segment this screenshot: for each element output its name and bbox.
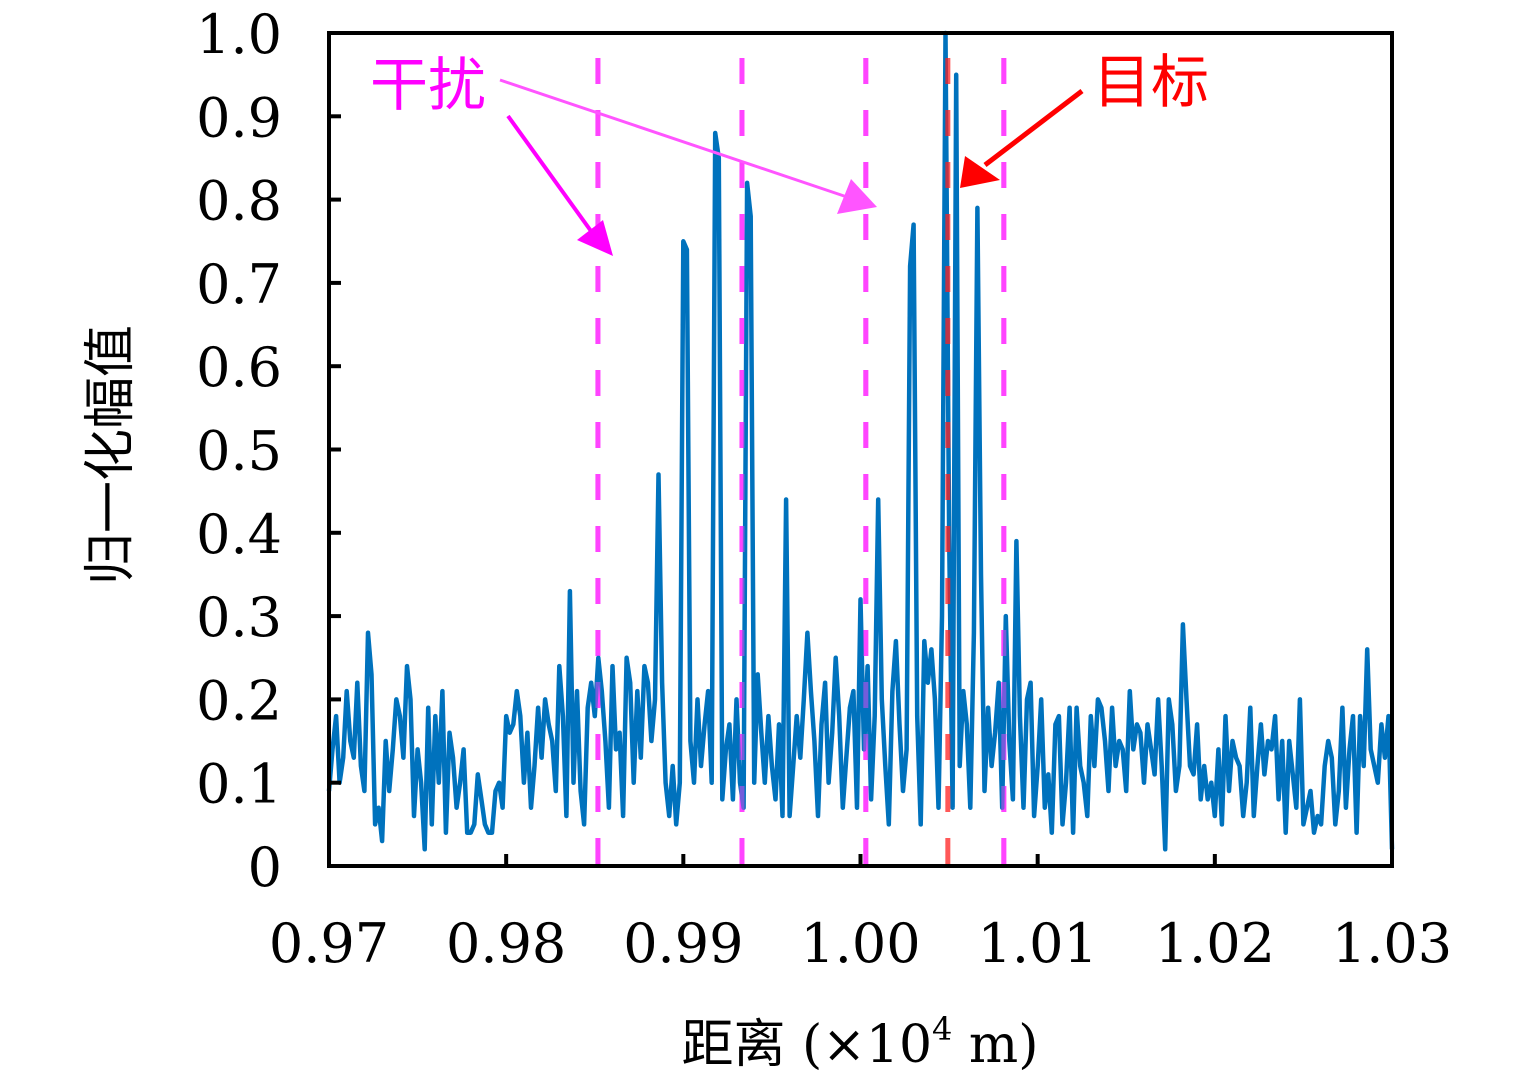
interference-arrow-2-shaft (499, 78, 851, 200)
y-tick-label: 1.0 (196, 3, 282, 66)
x-axis-title-sup: 4 (932, 1010, 952, 1048)
interference-label: 干扰 (370, 51, 486, 119)
y-tick-label: 0 (248, 836, 282, 899)
y-tick-label: 0.7 (196, 253, 282, 316)
y-tick-label: 0.5 (196, 420, 282, 483)
target-label: 目标 (1093, 48, 1209, 116)
y-tick-label: 0.6 (196, 336, 282, 399)
y-tick-label: 0.2 (196, 669, 282, 732)
y-tick-label: 0.9 (196, 86, 282, 149)
x-tick-label: 1.01 (978, 912, 1098, 975)
signal-line (326, 30, 1395, 852)
interference-arrow-2-head (837, 179, 877, 214)
y-tick-label: 0.8 (196, 170, 282, 233)
x-tick-label: 1.03 (1332, 912, 1452, 975)
x-axis-title: 距离 (×104 m) (681, 1010, 1038, 1075)
x-tick-label: 1.02 (1155, 912, 1275, 975)
interference-annotation: 干扰 (370, 51, 877, 256)
target-arrow-shaft (983, 89, 1084, 167)
y-tick-label: 0.3 (196, 586, 282, 649)
x-tick-label: 0.98 (446, 912, 566, 975)
x-tick-label: 0.99 (623, 912, 743, 975)
x-tick-label: 0.97 (269, 912, 389, 975)
target-arrow-head (960, 156, 1000, 188)
y-tick-label: 0.1 (196, 753, 282, 816)
x-axis-title-tail: m) (952, 1015, 1038, 1075)
y-axis-title: 归一化幅值 (81, 325, 141, 585)
x-tick-label: 1.00 (800, 912, 920, 975)
target-annotation: 目标 (960, 48, 1209, 188)
signal-series (326, 30, 1395, 852)
interference-arrow-1-shaft (506, 114, 598, 240)
interference-arrow-1-head (577, 220, 613, 256)
x-axis-ticks: 0.97 0.98 0.99 1.00 1.01 1.02 1.03 (269, 854, 1452, 975)
y-axis-ticks: 0 0.1 0.2 0.3 0.4 0.5 0.6 0.7 0.8 0.9 1.0 (196, 3, 341, 899)
x-axis-title-main: 距离 (×10 (681, 1015, 932, 1075)
y-tick-label: 0.4 (196, 503, 282, 566)
